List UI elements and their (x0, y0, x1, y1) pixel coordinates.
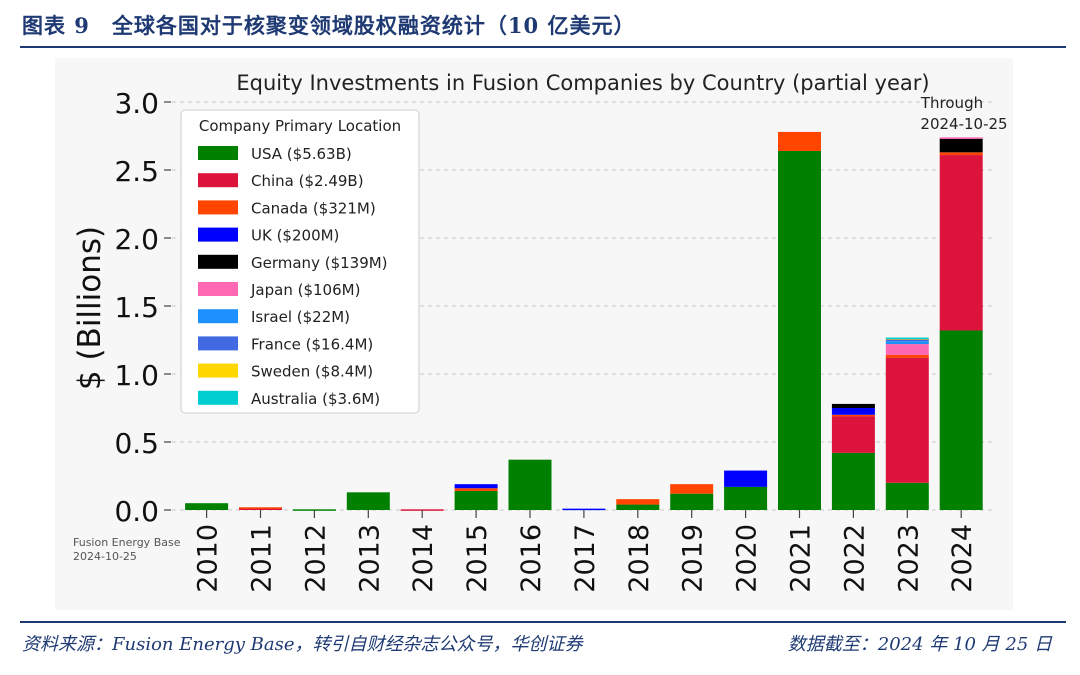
figure-caption: 全球各国对于核聚变领域股权融资统计（10 亿美元） (111, 13, 636, 38)
legend-label: Israel ($22M) (251, 308, 350, 326)
source-note: 资料来源：Fusion Energy Base，转引自财经杂志公众号，华创证券 (22, 634, 583, 655)
bar-segment (616, 504, 660, 510)
legend-swatch (198, 173, 238, 188)
figure-footer: 资料来源：Fusion Energy Base，转引自财经杂志公众号，华创证券 … (22, 630, 1062, 660)
bar-segment (885, 357, 929, 483)
legend-label: Canada ($321M) (251, 199, 376, 217)
legend-label: Japan ($106M) (250, 281, 360, 299)
legend-swatch (198, 390, 238, 405)
x-axis: 2010 2011 2012 2013 2014 2015 2016 2017 2018 2019… (193, 510, 978, 593)
figure-header: 图表 9 全球各国对于核聚变领域股权融资统计（10 亿美元） (22, 10, 635, 44)
bar-segment (346, 492, 390, 510)
bar-segment (508, 459, 552, 510)
bar-segment (670, 493, 714, 510)
bar-segment (670, 484, 714, 494)
watermark-line2: 2024-10-25 (73, 550, 137, 563)
bars (185, 131, 983, 511)
bar-segment (778, 150, 821, 510)
bar-segment (239, 507, 282, 510)
bar-segment (939, 330, 983, 510)
bar-segment (831, 416, 875, 453)
x-tick-label: 2017 (570, 524, 601, 593)
legend-label: Australia ($3.6M) (251, 390, 380, 408)
bar-segment (616, 499, 660, 505)
legend-swatch (198, 146, 238, 160)
legend-swatch (198, 282, 238, 296)
bar-segment (562, 508, 606, 511)
through-annotation-line1: Through (920, 94, 983, 112)
x-tick-label: 2015 (462, 524, 493, 593)
x-tick-label: 2013 (354, 524, 385, 593)
x-tick-label: 2010 (193, 524, 224, 593)
legend-swatch (198, 336, 238, 351)
bar-segment (885, 341, 929, 345)
bar-segment (939, 137, 983, 139)
bar-segment (831, 403, 875, 408)
y-tick-label: 0.0 (114, 495, 159, 528)
bar-segment (885, 482, 929, 510)
y-tick-label: 2.0 (114, 223, 159, 256)
bar-segment (239, 507, 282, 509)
through-annotation-line2: 2024-10-25 (920, 115, 1007, 133)
chart-title: Equity Investments in Fusion Companies b… (236, 71, 929, 95)
data-date-note: 数据截至：2024 年 10 月 25 日 (787, 634, 1052, 655)
bar-segment (939, 138, 983, 153)
legend-swatch (198, 309, 238, 324)
y-tick-label: 2.5 (114, 155, 159, 188)
x-tick-label: 2019 (678, 524, 709, 593)
bar-segment (939, 152, 983, 156)
legend-label: China ($2.49B) (251, 172, 364, 190)
watermark-line1: Fusion Energy Base (73, 536, 181, 549)
x-tick-label: 2014 (408, 524, 439, 593)
y-axis-label: $ (Billions) (72, 226, 108, 390)
legend-label: USA ($5.63B) (251, 145, 352, 163)
x-tick-label: 2021 (786, 524, 817, 593)
legend-label: UK ($200M) (251, 227, 339, 245)
bar-segment (454, 484, 498, 489)
bar-segment (778, 131, 821, 151)
bar-segment (939, 155, 983, 331)
legend-swatch (198, 227, 238, 242)
bar-segment (885, 337, 929, 340)
y-axis: 0.0 0.5 1.0 1.5 2.0 2.5 3.0 (114, 87, 171, 528)
y-tick-label: 0.5 (114, 427, 159, 460)
x-tick-label: 2018 (624, 524, 655, 593)
y-tick-label: 3.0 (114, 87, 159, 120)
bar-segment (885, 339, 929, 342)
bar-segment (454, 488, 498, 491)
x-tick-label: 2020 (732, 524, 763, 593)
bar-segment (831, 408, 875, 415)
bar-segment (185, 503, 229, 510)
bar-segment (454, 490, 498, 510)
bar-segment (724, 486, 768, 510)
legend-swatch (198, 363, 238, 378)
x-tick-label: 2022 (839, 524, 870, 593)
header-rule (20, 46, 1066, 48)
legend-items: USA ($5.63B) China ($2.49B) Canada ($321M)… (198, 145, 388, 408)
legend-box (180, 109, 420, 414)
figure-number: 图表 9 (22, 13, 90, 38)
x-tick-label: 2023 (893, 524, 924, 593)
legend-swatch (198, 254, 238, 269)
bar-segment (885, 344, 929, 355)
x-tick-label: 2012 (300, 524, 331, 593)
legend-label: France ($16.4M) (251, 335, 373, 353)
legend: Company Primary Location USA ($5.63B) Chi… (180, 109, 420, 414)
bar-segment (885, 354, 929, 358)
x-tick-label: 2011 (247, 524, 278, 593)
y-tick-label: 1.0 (114, 359, 159, 392)
x-tick-label: 2016 (516, 524, 547, 593)
bar-segment (831, 452, 875, 510)
legend-label: Sweden ($8.4M) (251, 363, 373, 381)
bar-segment (831, 414, 875, 417)
y-tick-label: 1.5 (114, 291, 159, 324)
legend-swatch (198, 200, 238, 215)
legend-label: Germany ($139M) (251, 254, 388, 272)
x-tick-label: 2024 (947, 524, 978, 593)
legend-title: Company Primary Location (199, 117, 401, 135)
bar-segment (724, 470, 768, 487)
footer-rule (20, 621, 1066, 623)
